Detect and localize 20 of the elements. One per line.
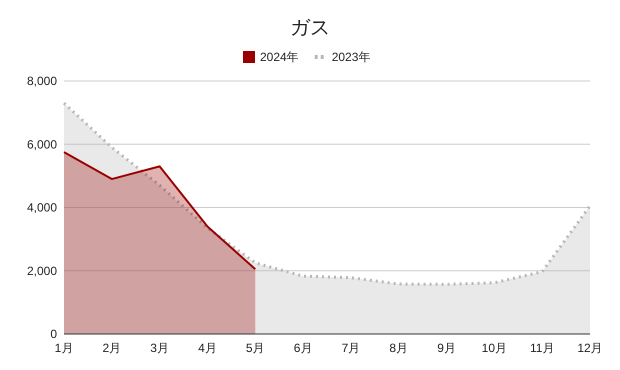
x-tick-label: 8月 [389, 341, 408, 355]
y-tick-label: 2,000 [26, 264, 58, 278]
legend-label: 2024年 [260, 50, 299, 64]
x-tick-label: 7月 [342, 341, 360, 355]
x-tick-label: 4月 [198, 341, 217, 355]
y-tick-label: 0 [50, 327, 58, 341]
y-tick-label: 8,000 [26, 74, 58, 88]
x-tick-label: 3月 [150, 341, 169, 355]
x-tick-label: 6月 [294, 341, 312, 355]
legend-label: 2023年 [332, 50, 370, 64]
x-tick-label: 5月 [246, 341, 265, 355]
y-tick-label: 6,000 [26, 137, 58, 152]
x-tick-label: 10月 [482, 341, 508, 355]
chart-title: ガス [290, 17, 330, 39]
x-tick-label: 11月 [530, 341, 554, 355]
x-tick-label: 9月 [437, 341, 456, 355]
x-tick-label: 12月 [577, 341, 603, 355]
x-tick-label: 1月 [54, 341, 74, 355]
y-tick-label: 4,000 [26, 200, 58, 214]
x-tick-label: 2月 [102, 341, 122, 355]
